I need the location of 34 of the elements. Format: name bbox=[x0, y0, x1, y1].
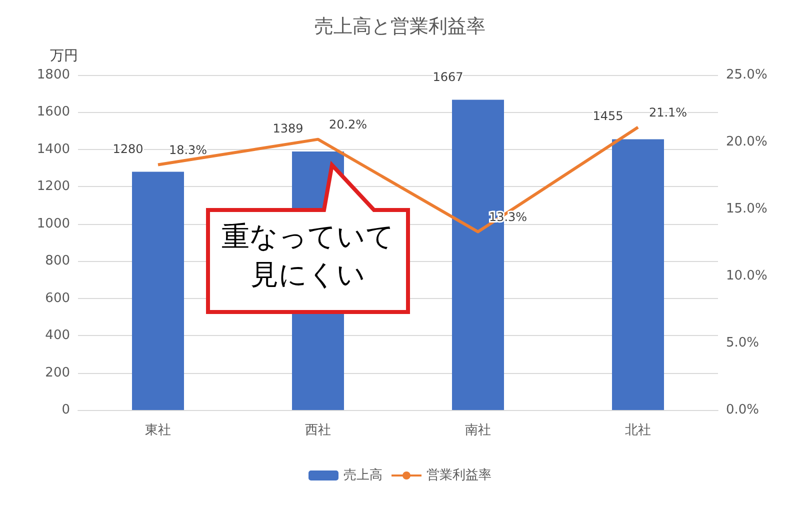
data-label: 1389 bbox=[272, 121, 304, 136]
data-label: 1455 bbox=[592, 109, 624, 124]
y-tick-label: 1600 bbox=[36, 104, 70, 120]
x-tick-label: 西社 bbox=[305, 423, 331, 438]
y-tick-label: 1000 bbox=[36, 216, 70, 232]
y-axis-title: 万円 bbox=[50, 48, 78, 64]
y-tick-label: 1800 bbox=[36, 68, 70, 82]
data-label: 21.1% bbox=[648, 105, 688, 120]
annotation: 重なっていて見にくい bbox=[220, 219, 396, 293]
y-tick-label: 800 bbox=[45, 254, 70, 269]
y-tick-label: 0 bbox=[62, 402, 70, 418]
y-tick-label: 1200 bbox=[36, 179, 70, 194]
data-label: 18.3% bbox=[168, 142, 208, 157]
data-label: 20.2% bbox=[328, 117, 368, 132]
data-label: 1667 bbox=[432, 70, 464, 84]
y2-tick-label: 20.0% bbox=[726, 134, 768, 150]
y-tick-label: 1400 bbox=[36, 142, 70, 157]
legend-label: 営業利益率 bbox=[426, 467, 492, 483]
bar bbox=[132, 172, 184, 410]
y2-tick-label: 0.0% bbox=[726, 402, 760, 418]
y2-tick-label: 5.0% bbox=[726, 336, 760, 350]
y-tick-label: 600 bbox=[45, 290, 70, 306]
x-tick-label: 東社 bbox=[145, 423, 171, 438]
x-tick-label: 北社 bbox=[625, 423, 651, 438]
data-label: 1280 bbox=[112, 142, 144, 156]
y-tick-label: 200 bbox=[45, 365, 70, 380]
y-tick-label: 400 bbox=[45, 328, 70, 344]
y2-tick-label: 25.0% bbox=[726, 68, 768, 82]
x-tick-label: 南社 bbox=[465, 423, 491, 438]
chart-title: 売上高と営業利益率 bbox=[314, 16, 486, 38]
bar bbox=[612, 139, 664, 410]
legend-label: 売上高 bbox=[344, 467, 382, 483]
y2-tick-label: 15.0% bbox=[726, 202, 768, 216]
y2-tick-label: 10.0% bbox=[726, 268, 768, 284]
